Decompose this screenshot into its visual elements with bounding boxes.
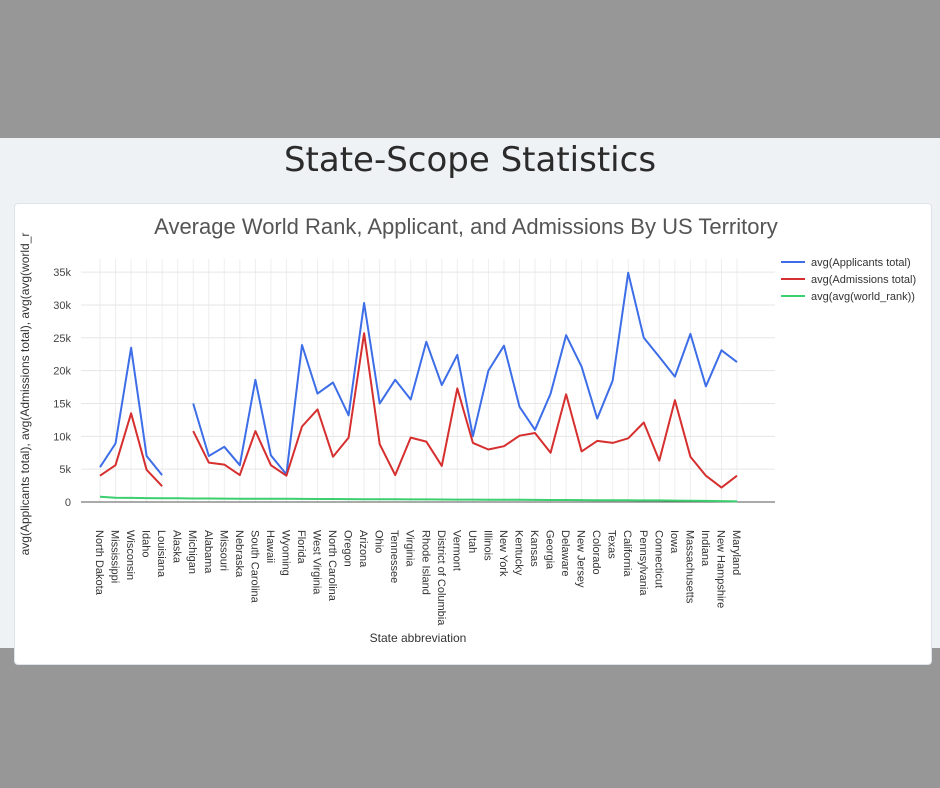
y-tick-label: 10k (53, 431, 71, 443)
x-tick-label: Hawaii (264, 530, 276, 563)
x-tick-label: Wyoming (279, 530, 291, 576)
series-lines (99, 271, 738, 503)
x-tick-label: Maryland (730, 530, 742, 575)
x-tick-label: Mississippi (109, 530, 121, 583)
x-tick-label: North Carolina (326, 530, 338, 602)
x-tick-label: Delaware (559, 530, 571, 576)
legend-item-label[interactable]: avg(Applicants total) (811, 257, 911, 269)
legend-item-label[interactable]: avg(avg(world_rank)) (811, 291, 915, 303)
series-line[interactable] (99, 495, 738, 503)
x-tick-label: Wisconsin (124, 530, 136, 580)
x-tick-label: Oregon (342, 530, 354, 567)
x-tick-label: Idaho (140, 530, 152, 558)
y-axis-title: avg(Applicants total), avg(Admissions to… (18, 233, 32, 556)
x-tick-label: Louisiana (155, 530, 167, 578)
y-tick-label: 20k (53, 366, 71, 378)
x-tick-label: Alaska (171, 530, 183, 564)
x-tick-label: Tennessee (388, 530, 400, 583)
x-tick-label: Arizona (357, 530, 369, 568)
page-title: State-Scope Statistics (283, 140, 657, 180)
x-tick-label: Georgia (544, 530, 556, 570)
legend-item-label[interactable]: avg(Admissions total) (811, 274, 916, 286)
legend[interactable]: avg(Applicants total) avg(Admissions tota… (781, 257, 916, 303)
x-tick-label: Colorado (590, 530, 602, 575)
x-tick-label: Utah (466, 530, 478, 553)
series-line[interactable] (99, 332, 738, 489)
x-tick-label: Michigan (186, 530, 198, 574)
x-tick-label: Pennsylvania (637, 530, 649, 596)
x-tick-label: Vermont (450, 530, 462, 571)
y-tick-label: 15k (53, 398, 71, 410)
y-tick-label: 30k (53, 300, 71, 312)
x-tick-label: Virginia (404, 530, 416, 567)
x-tick-label: Ohio (373, 530, 385, 553)
x-tick-label: Alabama (202, 530, 214, 574)
x-tick-label: Kentucky (512, 530, 524, 576)
x-tick-label: West Virginia (311, 530, 323, 595)
x-tick-label: Massachusetts (683, 530, 695, 604)
x-tick-label: Florida (295, 530, 307, 565)
x-tick-label: Texas (606, 530, 618, 559)
x-axis-title: State abbreviation (370, 631, 467, 645)
x-tick-label: California (621, 530, 633, 577)
x-axis-ticks: North Dakota Mississippi Wisconsin Idaho Lou… (93, 530, 742, 626)
chart-title: Average World Rank, Applicant, and Admis… (154, 214, 778, 239)
series-line[interactable] (99, 271, 738, 476)
x-tick-label: Kansas (528, 530, 540, 567)
x-tick-label: Indiana (699, 530, 711, 567)
x-tick-label: District of Columbia (435, 530, 447, 626)
y-tick-label: 25k (53, 333, 71, 345)
x-tick-label: Illinois (481, 530, 493, 561)
y-axis-ticks: 0 5k 10k 15k 20k 25k 30k 35k (53, 267, 71, 509)
y-tick-label: 35k (53, 267, 71, 279)
chart-card: Average World Rank, Applicant, and Admis… (14, 203, 932, 665)
x-tick-label: Nebraska (233, 530, 245, 578)
x-tick-label: South Carolina (248, 530, 260, 604)
x-tick-label: New Jersey (575, 530, 587, 588)
x-tick-label: New Hampshire (714, 530, 726, 608)
x-tick-label: North Dakota (93, 530, 105, 596)
line-chart: Average World Rank, Applicant, and Admis… (18, 214, 916, 645)
x-tick-label: Iowa (668, 530, 680, 554)
y-tick-label: 5k (59, 464, 71, 476)
x-tick-label: Rhode Island (419, 530, 431, 595)
x-tick-label: New York (497, 530, 509, 577)
y-tick-label: 0 (65, 497, 71, 509)
x-tick-label: Missouri (217, 530, 229, 571)
grid (81, 259, 775, 503)
x-tick-label: Connecticut (652, 530, 664, 588)
